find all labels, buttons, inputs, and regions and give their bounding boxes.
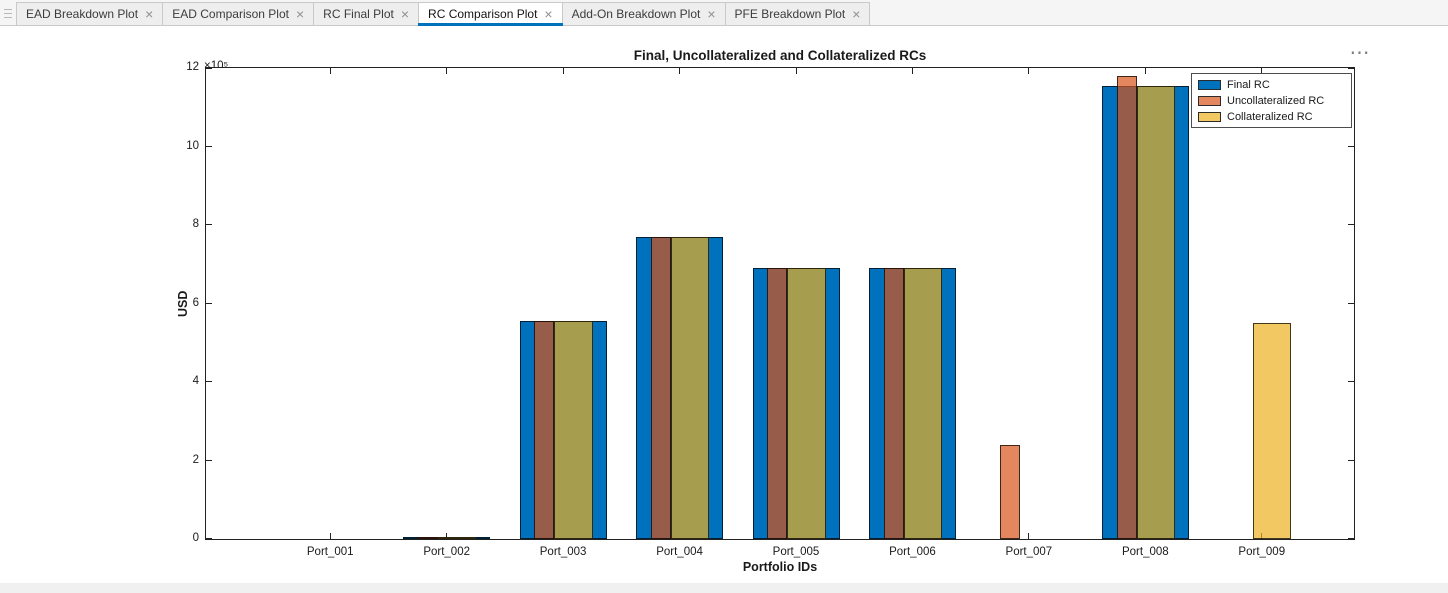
x-axis-tick-label: Port_002 [423, 546, 470, 558]
tab-close-icon[interactable]: × [544, 6, 553, 22]
tab-pfe-breakdown-plot[interactable]: PFE Breakdown Plot × [724, 2, 871, 25]
bar-uncollateralized-rc-port_004[interactable] [650, 236, 671, 539]
legend-entry-final-rc[interactable]: Final RC [1198, 78, 1345, 91]
x-axis-tick [329, 68, 331, 74]
legend-entry-collateralized-rc[interactable]: Collateralized RC [1198, 110, 1345, 123]
chart-title: Final, Uncollateralized and Collateraliz… [633, 48, 927, 63]
bar-collateralized-rc-port_005[interactable] [787, 268, 826, 539]
bar-collateralized-rc-port_003[interactable] [554, 321, 593, 539]
x-axis-tick-label: Port_004 [656, 546, 703, 558]
y-axis-tick-label: 2 [192, 453, 199, 466]
legend-swatch-final-rc [1198, 79, 1221, 90]
bar-collateralized-rc-port_009[interactable] [1253, 323, 1292, 539]
bar-collateralized-rc-port_002[interactable] [437, 537, 477, 539]
x-axis-tick [1028, 533, 1030, 539]
grip-icon [4, 8, 12, 19]
x-axis-tick-label: Port_001 [306, 546, 354, 558]
bar-uncollateralized-rc-port_005[interactable] [767, 268, 788, 539]
legend-entry-uncollateralized-rc[interactable]: Uncollateralized RC [1198, 94, 1345, 107]
legend-swatch-uncollateralized-rc [1198, 95, 1221, 106]
tab-rc-comparison-plot[interactable]: RC Comparison Plot × [418, 2, 563, 26]
tab-label: EAD Breakdown Plot [26, 7, 139, 21]
y-axis-tick-label: 0 [192, 532, 199, 544]
bar-collateralized-rc-port_004[interactable] [670, 236, 710, 539]
x-axis-tick [911, 68, 913, 74]
x-axis-tick [679, 68, 681, 74]
bar-uncollateralized-rc-port_002[interactable] [417, 537, 438, 539]
y-axis-tick [1348, 68, 1354, 69]
x-axis-tick [1028, 68, 1030, 74]
tab-close-icon[interactable]: × [400, 6, 410, 22]
tab-close-icon[interactable]: × [852, 6, 861, 22]
bar-collateralized-rc-port_008[interactable] [1136, 85, 1175, 539]
x-axis-tick [446, 68, 448, 74]
y-axis-tick [206, 459, 212, 461]
tab-label: RC Comparison Plot [428, 7, 538, 21]
tab-label: EAD Comparison Plot [172, 7, 289, 21]
tab-label: PFE Breakdown Plot [734, 7, 846, 21]
figure-canvas: ⋯ Final, Uncollateralized and Collateral… [0, 26, 1448, 593]
legend[interactable]: Final RC Uncollateralized RC Collaterali… [1191, 73, 1352, 128]
y-axis-tick [1348, 538, 1354, 539]
x-axis-tick [446, 533, 448, 539]
tab-label: Add-On Breakdown Plot [571, 7, 701, 21]
y-axis-tick [1348, 459, 1354, 461]
y-axis-tick [206, 145, 212, 147]
x-axis-tick-label: Port_008 [1121, 546, 1169, 558]
y-axis-tick [1348, 145, 1354, 147]
x-axis-tick [1261, 68, 1263, 74]
y-axis-tick-label: 8 [192, 218, 199, 230]
tab-label: RC Final Plot [323, 7, 394, 21]
axes-toolbar-ellipsis-icon[interactable]: ⋯ [1349, 42, 1371, 64]
y-axis-tick [206, 381, 212, 382]
bar-uncollateralized-rc-port_006[interactable] [883, 268, 904, 539]
y-axis-tick [206, 302, 212, 304]
window-bottom-edge [0, 583, 1448, 593]
legend-label: Uncollateralized RC [1227, 94, 1325, 107]
y-axis-tick [1348, 381, 1354, 382]
tab-list-icon[interactable] [0, 2, 16, 25]
tab-close-icon[interactable]: × [145, 6, 154, 22]
tab-close-icon[interactable]: × [707, 6, 716, 22]
tab-ead-comparison-plot[interactable]: EAD Comparison Plot × [162, 2, 315, 25]
tab-add-on-breakdown-plot[interactable]: Add-On Breakdown Plot × [561, 2, 726, 25]
x-axis-tick-label: Port_007 [1005, 546, 1053, 558]
x-axis-label: Portfolio IDs [742, 560, 818, 574]
y-axis-tick [206, 224, 212, 225]
x-axis-tick [1144, 68, 1146, 74]
x-axis-tick [329, 533, 331, 539]
x-axis-tick [795, 68, 797, 74]
y-axis-tick-label: 10 [186, 139, 199, 152]
x-axis-tick-label: Port_006 [889, 546, 936, 558]
x-axis-tick-label: Port_009 [1238, 546, 1286, 558]
x-axis-tick-label: Port_005 [772, 546, 820, 558]
bar-uncollateralized-rc-port_008[interactable] [1116, 75, 1137, 539]
y-axis-tick-label: 6 [192, 296, 199, 309]
document-tab-bar: EAD Breakdown Plot × EAD Comparison Plot… [0, 0, 1448, 26]
y-axis-tick [1348, 302, 1354, 304]
y-axis-tick [1348, 224, 1354, 225]
y-axis-tick-label: 4 [192, 375, 199, 387]
y-axis-tick-label: 12 [186, 61, 199, 73]
legend-label: Collateralized RC [1227, 110, 1313, 123]
plot-area [205, 67, 1355, 540]
bar-collateralized-rc-port_006[interactable] [903, 268, 942, 539]
legend-swatch-collateralized-rc [1198, 111, 1221, 122]
bar-uncollateralized-rc-port_003[interactable] [534, 321, 555, 539]
y-axis-tick [206, 68, 212, 69]
tab-ead-breakdown-plot[interactable]: EAD Breakdown Plot × [16, 2, 164, 25]
y-axis-tick [206, 538, 212, 539]
legend-label: Final RC [1227, 78, 1270, 91]
tab-rc-final-plot[interactable]: RC Final Plot × [313, 2, 420, 25]
x-axis-tick-label: Port_003 [539, 546, 587, 558]
tab-close-icon[interactable]: × [295, 6, 305, 22]
x-axis-tick [562, 68, 564, 74]
bar-uncollateralized-rc-port_007[interactable] [1000, 444, 1021, 539]
